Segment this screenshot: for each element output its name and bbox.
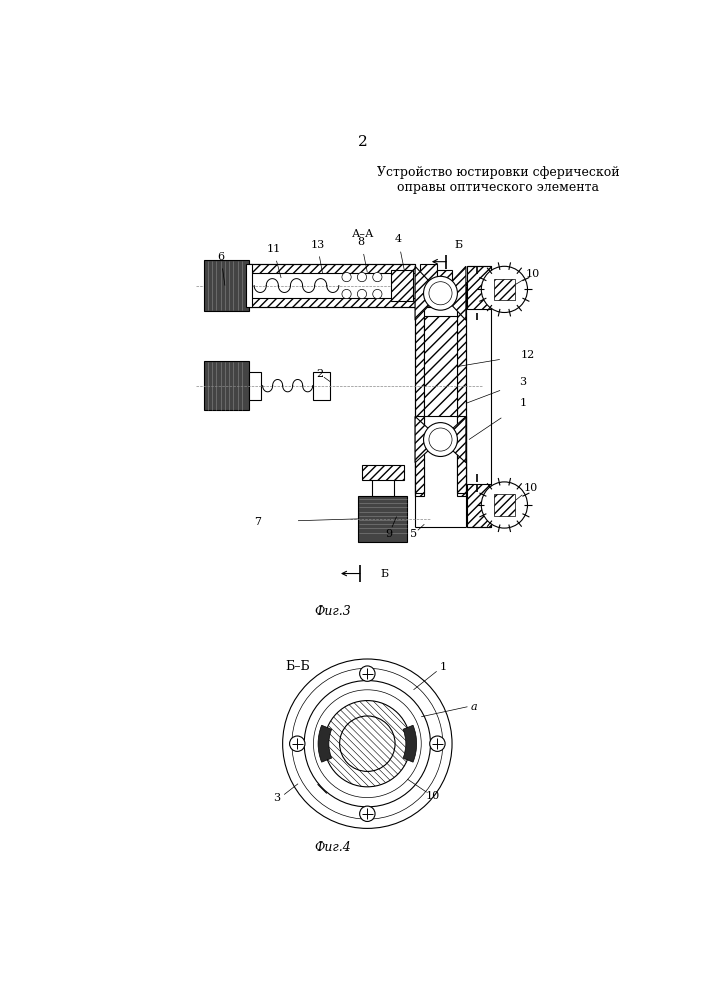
- Bar: [204, 361, 249, 410]
- Bar: [247, 264, 415, 273]
- Bar: [493, 494, 515, 516]
- Circle shape: [283, 659, 452, 828]
- Circle shape: [292, 668, 443, 819]
- Text: Устройство юстировки сферической: Устройство юстировки сферической: [377, 166, 619, 179]
- Circle shape: [339, 716, 395, 771]
- Text: 7: 7: [255, 517, 262, 527]
- Bar: [247, 280, 249, 291]
- Text: 11: 11: [267, 244, 281, 254]
- Circle shape: [342, 289, 351, 299]
- Bar: [391, 270, 413, 301]
- Text: Б: Б: [373, 569, 389, 579]
- Circle shape: [357, 289, 366, 299]
- Circle shape: [429, 282, 452, 305]
- Text: 10: 10: [526, 269, 540, 279]
- Text: 3: 3: [273, 793, 280, 803]
- Text: Б–Б: Б–Б: [286, 660, 310, 673]
- Bar: [415, 282, 424, 496]
- Bar: [424, 316, 457, 416]
- Text: 12: 12: [520, 350, 534, 360]
- Circle shape: [373, 272, 382, 282]
- Text: 1: 1: [439, 662, 446, 672]
- Bar: [457, 416, 466, 493]
- Bar: [420, 264, 437, 307]
- Text: 10: 10: [426, 791, 440, 801]
- Circle shape: [481, 266, 527, 312]
- Polygon shape: [415, 266, 440, 320]
- Text: 4: 4: [395, 234, 402, 244]
- Circle shape: [304, 681, 431, 807]
- Bar: [457, 282, 466, 496]
- Circle shape: [290, 736, 305, 751]
- Text: 10: 10: [523, 483, 538, 493]
- Text: 5: 5: [410, 529, 417, 539]
- Bar: [249, 372, 261, 400]
- Polygon shape: [440, 266, 466, 320]
- Text: 1: 1: [520, 398, 527, 408]
- Circle shape: [373, 289, 382, 299]
- Bar: [247, 298, 415, 307]
- Text: Б: Б: [454, 240, 462, 250]
- Bar: [204, 260, 249, 311]
- Text: 3: 3: [520, 377, 527, 387]
- Text: оправы оптического элемента: оправы оптического элемента: [397, 181, 600, 194]
- Text: А–А: А–А: [352, 229, 375, 239]
- Circle shape: [313, 690, 421, 798]
- Circle shape: [342, 272, 351, 282]
- Circle shape: [423, 276, 457, 310]
- Text: 2: 2: [358, 135, 368, 149]
- Text: 13: 13: [310, 240, 325, 250]
- Circle shape: [430, 736, 445, 751]
- Bar: [415, 416, 424, 493]
- Text: 2: 2: [316, 369, 323, 379]
- Circle shape: [429, 428, 452, 451]
- Bar: [493, 279, 515, 300]
- Circle shape: [357, 272, 366, 282]
- Text: 6: 6: [218, 252, 225, 262]
- Circle shape: [423, 423, 457, 456]
- Bar: [467, 484, 491, 527]
- Text: Фиг.3: Фиг.3: [315, 605, 351, 618]
- Bar: [467, 266, 491, 309]
- Bar: [437, 270, 452, 301]
- Circle shape: [325, 701, 411, 787]
- Text: 9: 9: [385, 529, 392, 539]
- Text: 8: 8: [358, 237, 365, 247]
- Text: Фиг.4: Фиг.4: [315, 841, 351, 854]
- Bar: [372, 479, 394, 496]
- Bar: [246, 264, 252, 307]
- Wedge shape: [403, 725, 416, 762]
- Bar: [362, 465, 404, 480]
- Polygon shape: [440, 416, 466, 463]
- Circle shape: [360, 806, 375, 821]
- Circle shape: [481, 482, 527, 528]
- Bar: [358, 496, 407, 542]
- Text: а: а: [470, 702, 477, 712]
- Polygon shape: [415, 416, 440, 463]
- Wedge shape: [318, 725, 332, 762]
- Bar: [312, 372, 329, 400]
- Circle shape: [360, 666, 375, 681]
